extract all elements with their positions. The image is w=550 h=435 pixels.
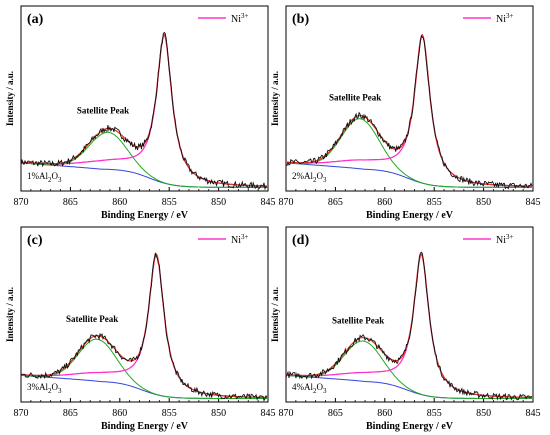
envelope-line — [20, 253, 267, 399]
sample-label: 4%Al2O3 — [292, 382, 327, 395]
satellite-annotation: Satellite Peak — [66, 314, 118, 324]
x-axis-label: Binding Energy / eV — [366, 421, 454, 432]
x-tick-label: 855 — [162, 197, 177, 208]
envelope-line — [286, 33, 532, 187]
x-tick-label: 860 — [112, 197, 127, 208]
sample-label: 3%Al2O3 — [27, 382, 62, 395]
x-tick-label: 850 — [211, 197, 226, 208]
raw-spectrum-line — [20, 252, 268, 402]
x-axis-label: Binding Energy / eV — [101, 210, 189, 221]
x-axis-label: Binding Energy / eV — [101, 421, 189, 432]
panel-d: 870 865 860 855 850 845 Binding Energy / eV Int… — [270, 226, 541, 432]
x-tick-label: 850 — [476, 408, 491, 419]
ni3-line — [286, 253, 532, 399]
sample-label: 1%Al2O3 — [27, 171, 62, 184]
satellite-annotation: Satellite Peak — [329, 93, 381, 103]
x-tick-label: 855 — [427, 197, 442, 208]
satellite-annotation: Satellite Peak — [332, 316, 384, 326]
panel-a: 870 865 860 855 850 845 Binding Energy / eV Int… — [5, 5, 276, 221]
satellite-line — [285, 340, 532, 399]
x-tick-label: 865 — [63, 197, 78, 208]
panel-label: (b) — [292, 12, 309, 27]
x-tick-label: 855 — [162, 408, 177, 419]
x-tick-label: 850 — [211, 408, 226, 419]
legend-label: Ni3+ — [496, 12, 514, 25]
panel-label: (c) — [27, 233, 43, 248]
x-tick-label: 845 — [261, 197, 276, 208]
y-axis-label: Intensity / a.u. — [270, 71, 280, 126]
panel-c: 870 865 860 855 850 845 Binding Energy / eV Int… — [5, 226, 276, 432]
legend-label: Ni3+ — [231, 233, 249, 246]
panel-label: (d) — [292, 233, 309, 248]
satellite-line — [20, 338, 267, 399]
x-tick-label: 845 — [526, 408, 541, 419]
panel-b: 870 865 860 855 850 845 Binding Energy / eV Int… — [270, 5, 541, 221]
x-axis-label: Binding Energy / eV — [366, 210, 454, 221]
plot-frame — [20, 5, 269, 192]
x-tick-label: 865 — [63, 408, 78, 419]
plot-frame — [20, 226, 269, 403]
x-tick-label: 845 — [526, 197, 541, 208]
x-tick-label: 865 — [328, 408, 343, 419]
x-tick-label: 845 — [261, 408, 276, 419]
ni3-line — [285, 33, 532, 187]
y-axis-label: Intensity / a.u. — [270, 287, 280, 342]
x-tick-label: 860 — [112, 408, 127, 419]
ni3-line — [21, 253, 267, 399]
raw-spectrum-line — [285, 251, 533, 401]
raw-spectrum-line — [286, 34, 533, 190]
plot-frame — [285, 226, 534, 403]
satellite-annotation: Satellite Peak — [77, 106, 129, 116]
sample-label: 2%Al2O3 — [292, 171, 327, 184]
x-tick-label: 870 — [14, 408, 29, 419]
raw-spectrum-line — [20, 31, 268, 191]
x-tick-label: 870 — [14, 197, 29, 208]
x-tick-label: 870 — [279, 197, 294, 208]
legend-label: Ni3+ — [496, 233, 514, 246]
x-tick-label: 865 — [328, 197, 343, 208]
x-tick-label: 870 — [279, 408, 294, 419]
plot-frame — [285, 5, 534, 192]
y-axis-label: Intensity / a.u. — [5, 287, 15, 342]
legend-label: Ni3+ — [231, 12, 249, 25]
panel-label: (a) — [27, 12, 44, 27]
x-tick-label: 860 — [377, 197, 392, 208]
x-tick-label: 850 — [476, 197, 491, 208]
x-tick-label: 855 — [427, 408, 442, 419]
x-tick-label: 860 — [377, 408, 392, 419]
y-axis-label: Intensity / a.u. — [5, 71, 15, 126]
